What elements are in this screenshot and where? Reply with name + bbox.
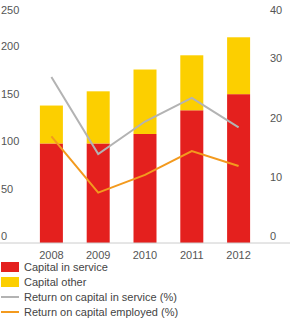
y-tick	[2, 195, 6, 196]
x-tick-label: 2012	[226, 249, 250, 261]
bar	[227, 94, 250, 243]
bar	[227, 37, 250, 94]
line	[51, 77, 238, 154]
y2-tick-label: 40	[270, 4, 282, 16]
legend-swatch	[1, 311, 19, 313]
y-tick-label: 50	[1, 183, 13, 195]
legend-swatch	[1, 277, 19, 287]
legend-label: Capital other	[24, 276, 87, 288]
y2-tick	[286, 65, 288, 66]
legend-swatch	[1, 296, 19, 298]
bar	[87, 91, 110, 143]
y2-tick-label: 20	[270, 112, 282, 124]
y-tick	[2, 53, 6, 54]
chart: 0 50 100 150 200 250 0 10 20 30 40 2008 2009 2010 2011…	[0, 0, 290, 326]
y-tick	[2, 148, 6, 149]
y-tick-label: 0	[1, 230, 7, 242]
y2-tick	[286, 6, 288, 7]
bar	[134, 134, 157, 243]
line	[51, 136, 238, 192]
bar	[180, 110, 203, 243]
y-tick-label: 100	[1, 135, 19, 147]
y2-tick	[286, 124, 288, 125]
x-tick-label: 2008	[39, 249, 63, 261]
x-tick-label: 2010	[133, 249, 157, 261]
y2-tick	[286, 183, 288, 184]
y-tick	[2, 100, 6, 101]
legend-label: Return on capital employed (%)	[24, 306, 178, 318]
y2-tick-label: 30	[270, 52, 282, 64]
y-tick-label: 150	[1, 88, 19, 100]
legend-swatch	[1, 262, 19, 272]
legend-label: Capital in service	[24, 261, 108, 273]
x-tick-label: 2009	[86, 249, 110, 261]
legend-label: Return on capital in service (%)	[24, 291, 177, 303]
y-tick-label: 200	[1, 40, 19, 52]
y2-tick-label: 10	[270, 171, 282, 183]
x-tick-label: 2011	[180, 249, 204, 261]
bar	[40, 143, 63, 243]
y2-tick-label: 0	[270, 230, 276, 242]
y-tick-label: 250	[1, 4, 19, 16]
bar	[134, 70, 157, 134]
plot-area	[40, 37, 250, 243]
x-axis	[0, 243, 290, 244]
